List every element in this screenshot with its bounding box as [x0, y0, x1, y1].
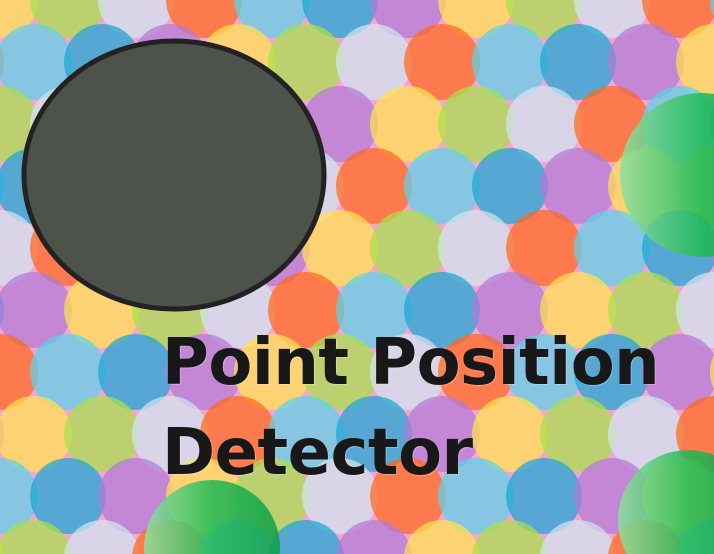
pattern-bubble [132, 396, 208, 472]
pattern-bubble [370, 210, 446, 286]
pattern-bubble [438, 86, 514, 162]
pattern-bubble [472, 24, 548, 100]
pattern-bubble [472, 520, 548, 554]
pattern-bubble [0, 24, 72, 100]
pattern-bubble [404, 396, 480, 472]
pattern-bubble [676, 272, 714, 348]
pattern-bubble [0, 520, 72, 554]
pattern-bubble [336, 396, 412, 472]
pattern-bubble [98, 334, 174, 410]
game-title: Point Position Detector [162, 318, 702, 498]
pattern-bubble [64, 520, 140, 554]
pattern-bubble [506, 86, 582, 162]
title-line-2: Detector [162, 416, 473, 490]
pattern-bubble [268, 272, 344, 348]
pattern-bubble [0, 0, 38, 38]
pattern-bubble [370, 334, 446, 410]
pattern-bubble [472, 272, 548, 348]
pattern-bubble [540, 396, 616, 472]
pattern-bubble [336, 520, 412, 554]
pattern-bubble [0, 210, 38, 286]
pattern-bubble [302, 334, 378, 410]
pattern-bubble [0, 272, 72, 348]
pattern-bubble [404, 520, 480, 554]
green-blob-right [620, 93, 714, 257]
pattern-bubble [268, 520, 344, 554]
pattern-bubble [268, 24, 344, 100]
pattern-bubble [608, 272, 684, 348]
pattern-bubble [0, 334, 38, 410]
pattern-bubble [472, 148, 548, 224]
pattern-bubble [540, 272, 616, 348]
pattern-bubble [404, 272, 480, 348]
pattern-bubble [710, 355, 714, 389]
pattern-bubble [30, 334, 106, 410]
pattern-bubble [336, 148, 412, 224]
dark-circle-icon[interactable] [20, 38, 330, 316]
pattern-bubble [608, 396, 684, 472]
pattern-bubble [642, 334, 714, 410]
pattern-bubble [540, 520, 616, 554]
pattern-bubble [268, 396, 344, 472]
green-blob-bottom-right [618, 450, 714, 554]
pattern-bubble [438, 210, 514, 286]
pattern-bubble [336, 24, 412, 100]
pattern-bubble [540, 148, 616, 224]
pattern-bubble [302, 210, 378, 286]
pattern-bubble [370, 458, 446, 534]
pattern-bubble [710, 0, 714, 17]
pattern-bubble [540, 24, 616, 100]
pattern-bubble [0, 396, 72, 472]
pattern-bubble [404, 24, 480, 100]
pattern-bubble [574, 210, 650, 286]
green-blob-bottom-left [144, 480, 280, 554]
pattern-bubble [30, 458, 106, 534]
pattern-bubble [506, 334, 582, 410]
pattern-bubble [0, 458, 38, 534]
pattern-bubble [234, 334, 310, 410]
pattern-bubble [404, 148, 480, 224]
pattern-bubble [336, 272, 412, 348]
pattern-bubble [472, 396, 548, 472]
pattern-bubble [438, 334, 514, 410]
pattern-bubble [302, 458, 378, 534]
title-line-1: Point Position [162, 326, 660, 400]
pattern-bubble [370, 86, 446, 162]
pattern-bubble [200, 396, 276, 472]
pattern-bubble [64, 396, 140, 472]
pattern-bubble [608, 24, 684, 100]
pattern-bubble [676, 24, 714, 100]
pattern-bubble [438, 458, 514, 534]
pattern-bubble [506, 210, 582, 286]
pattern-bubble [506, 458, 582, 534]
pattern-bubble [166, 334, 242, 410]
pattern-bubble [574, 334, 650, 410]
